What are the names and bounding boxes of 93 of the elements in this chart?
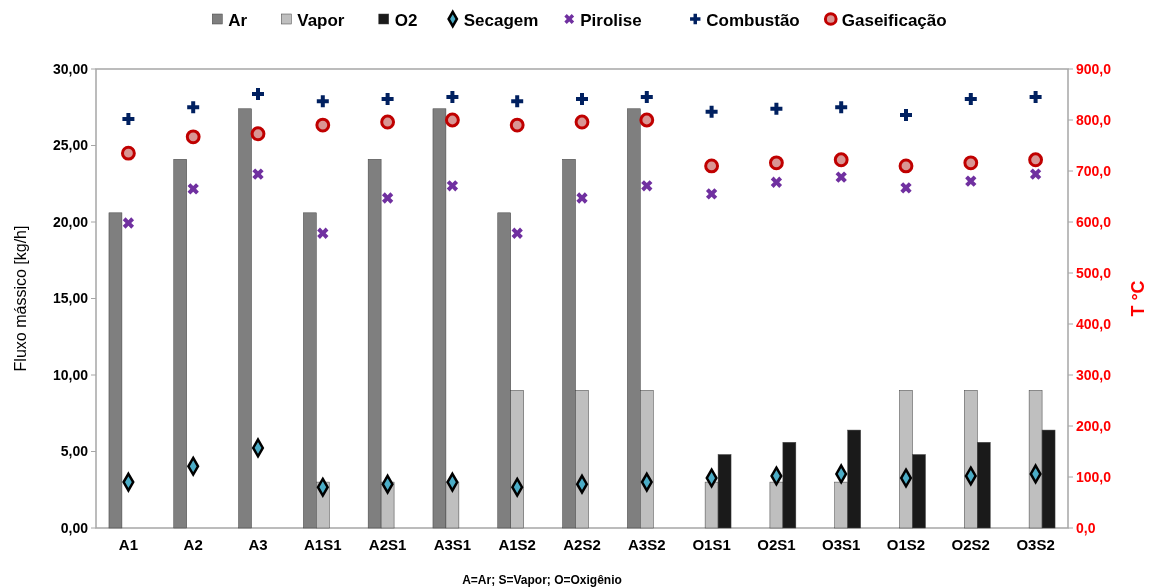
point: [704, 158, 720, 174]
point: [381, 93, 394, 106]
legend-label: Pirolise: [580, 10, 642, 30]
x-tick-label: A2: [183, 536, 203, 553]
x-tick-label: O2S2: [951, 536, 990, 553]
point: [122, 217, 135, 229]
point: [898, 158, 914, 174]
y2-tick-label: 800,0: [1076, 111, 1112, 128]
x-tick-label: A1S2: [498, 536, 536, 553]
x-tick-label: A3: [248, 536, 268, 553]
point: [705, 105, 718, 118]
point: [900, 108, 912, 121]
point: [964, 93, 977, 106]
point: [187, 101, 200, 114]
legend-label: Ar: [228, 10, 248, 30]
point: [640, 91, 653, 104]
x-tick-label: A2S1: [368, 536, 407, 553]
bar: [108, 212, 123, 529]
y-tick-label: 15,00: [52, 290, 89, 307]
y2-tick-label: 500,0: [1076, 264, 1112, 281]
bar: [238, 108, 252, 529]
y2-tick-label: 0,0: [1076, 519, 1096, 536]
y2-tick-label: 300,0: [1076, 366, 1112, 383]
bar: [173, 159, 187, 529]
point: [252, 87, 264, 100]
point: [187, 183, 199, 195]
y-tick-label: 20,00: [52, 213, 89, 230]
y2-tick-label: 900,0: [1076, 60, 1112, 77]
point: [770, 176, 783, 188]
point: [576, 192, 588, 204]
x-tick-label: A3S1: [433, 536, 472, 553]
legend-label: Combustão: [706, 10, 800, 30]
point: [446, 91, 459, 104]
point: [835, 101, 848, 114]
point: [1029, 168, 1042, 180]
x-tick-label: O1S1: [692, 536, 731, 553]
y-tick-label: 0,00: [60, 519, 89, 536]
y-tick-label: 25,00: [52, 137, 89, 154]
legend-label: Gaseificação: [841, 10, 947, 30]
point: [1029, 91, 1042, 104]
point: [120, 145, 136, 161]
point: [446, 180, 459, 192]
legend-label: Vapor: [297, 10, 345, 30]
point: [509, 117, 525, 133]
y-tick-label: 10,00: [52, 366, 89, 383]
point: [899, 468, 913, 488]
point: [251, 438, 265, 458]
x-tick-label: A1: [118, 536, 138, 553]
x-tick-label: O3S2: [1016, 536, 1055, 553]
x-tick-label: A2S2: [563, 536, 601, 553]
point: [317, 227, 329, 239]
y2-tick-label: 600,0: [1076, 213, 1112, 230]
point: [639, 112, 655, 128]
point: [185, 129, 201, 145]
point: [900, 182, 912, 194]
point: [511, 227, 523, 239]
point: [965, 175, 977, 187]
y-axis-title: Fluxo mássico [kg/h]: [12, 225, 29, 372]
point: [1028, 152, 1044, 168]
y2-axis-title: T °C: [1128, 280, 1148, 317]
y2-tick-label: 700,0: [1076, 162, 1112, 179]
y2-tick-label: 400,0: [1076, 315, 1112, 332]
point: [835, 171, 847, 183]
y-tick-label: 30,00: [52, 60, 89, 77]
point: [381, 192, 394, 204]
point: [380, 114, 396, 130]
x-tick-label: A1S1: [304, 536, 342, 553]
y-tick-label: 5,00: [60, 443, 89, 460]
point: [768, 155, 784, 171]
y2-tick-label: 200,0: [1076, 417, 1112, 434]
text: A=Ar; S=Vapor; O=Oxigênio: [462, 573, 622, 587]
point: [511, 95, 524, 108]
point: [770, 102, 783, 115]
point: [833, 152, 849, 168]
legend-label: Secagem: [463, 10, 539, 30]
point: [250, 126, 266, 142]
y2-tick-label: 100,0: [1076, 468, 1112, 485]
point: [444, 112, 460, 128]
point: [641, 180, 653, 192]
legend-label: O2: [394, 10, 418, 30]
point: [574, 114, 590, 130]
point: [122, 112, 135, 125]
point: [252, 168, 264, 180]
point: [576, 93, 588, 106]
point: [316, 95, 329, 108]
point: [315, 117, 331, 133]
point: [963, 155, 979, 171]
point: [705, 188, 718, 200]
x-tick-label: O3S1: [822, 536, 861, 553]
x-tick-label: O1S2: [886, 536, 926, 553]
x-tick-label: O2S1: [757, 536, 796, 553]
point: [575, 474, 589, 494]
x-tick-label: A3S2: [628, 536, 666, 553]
